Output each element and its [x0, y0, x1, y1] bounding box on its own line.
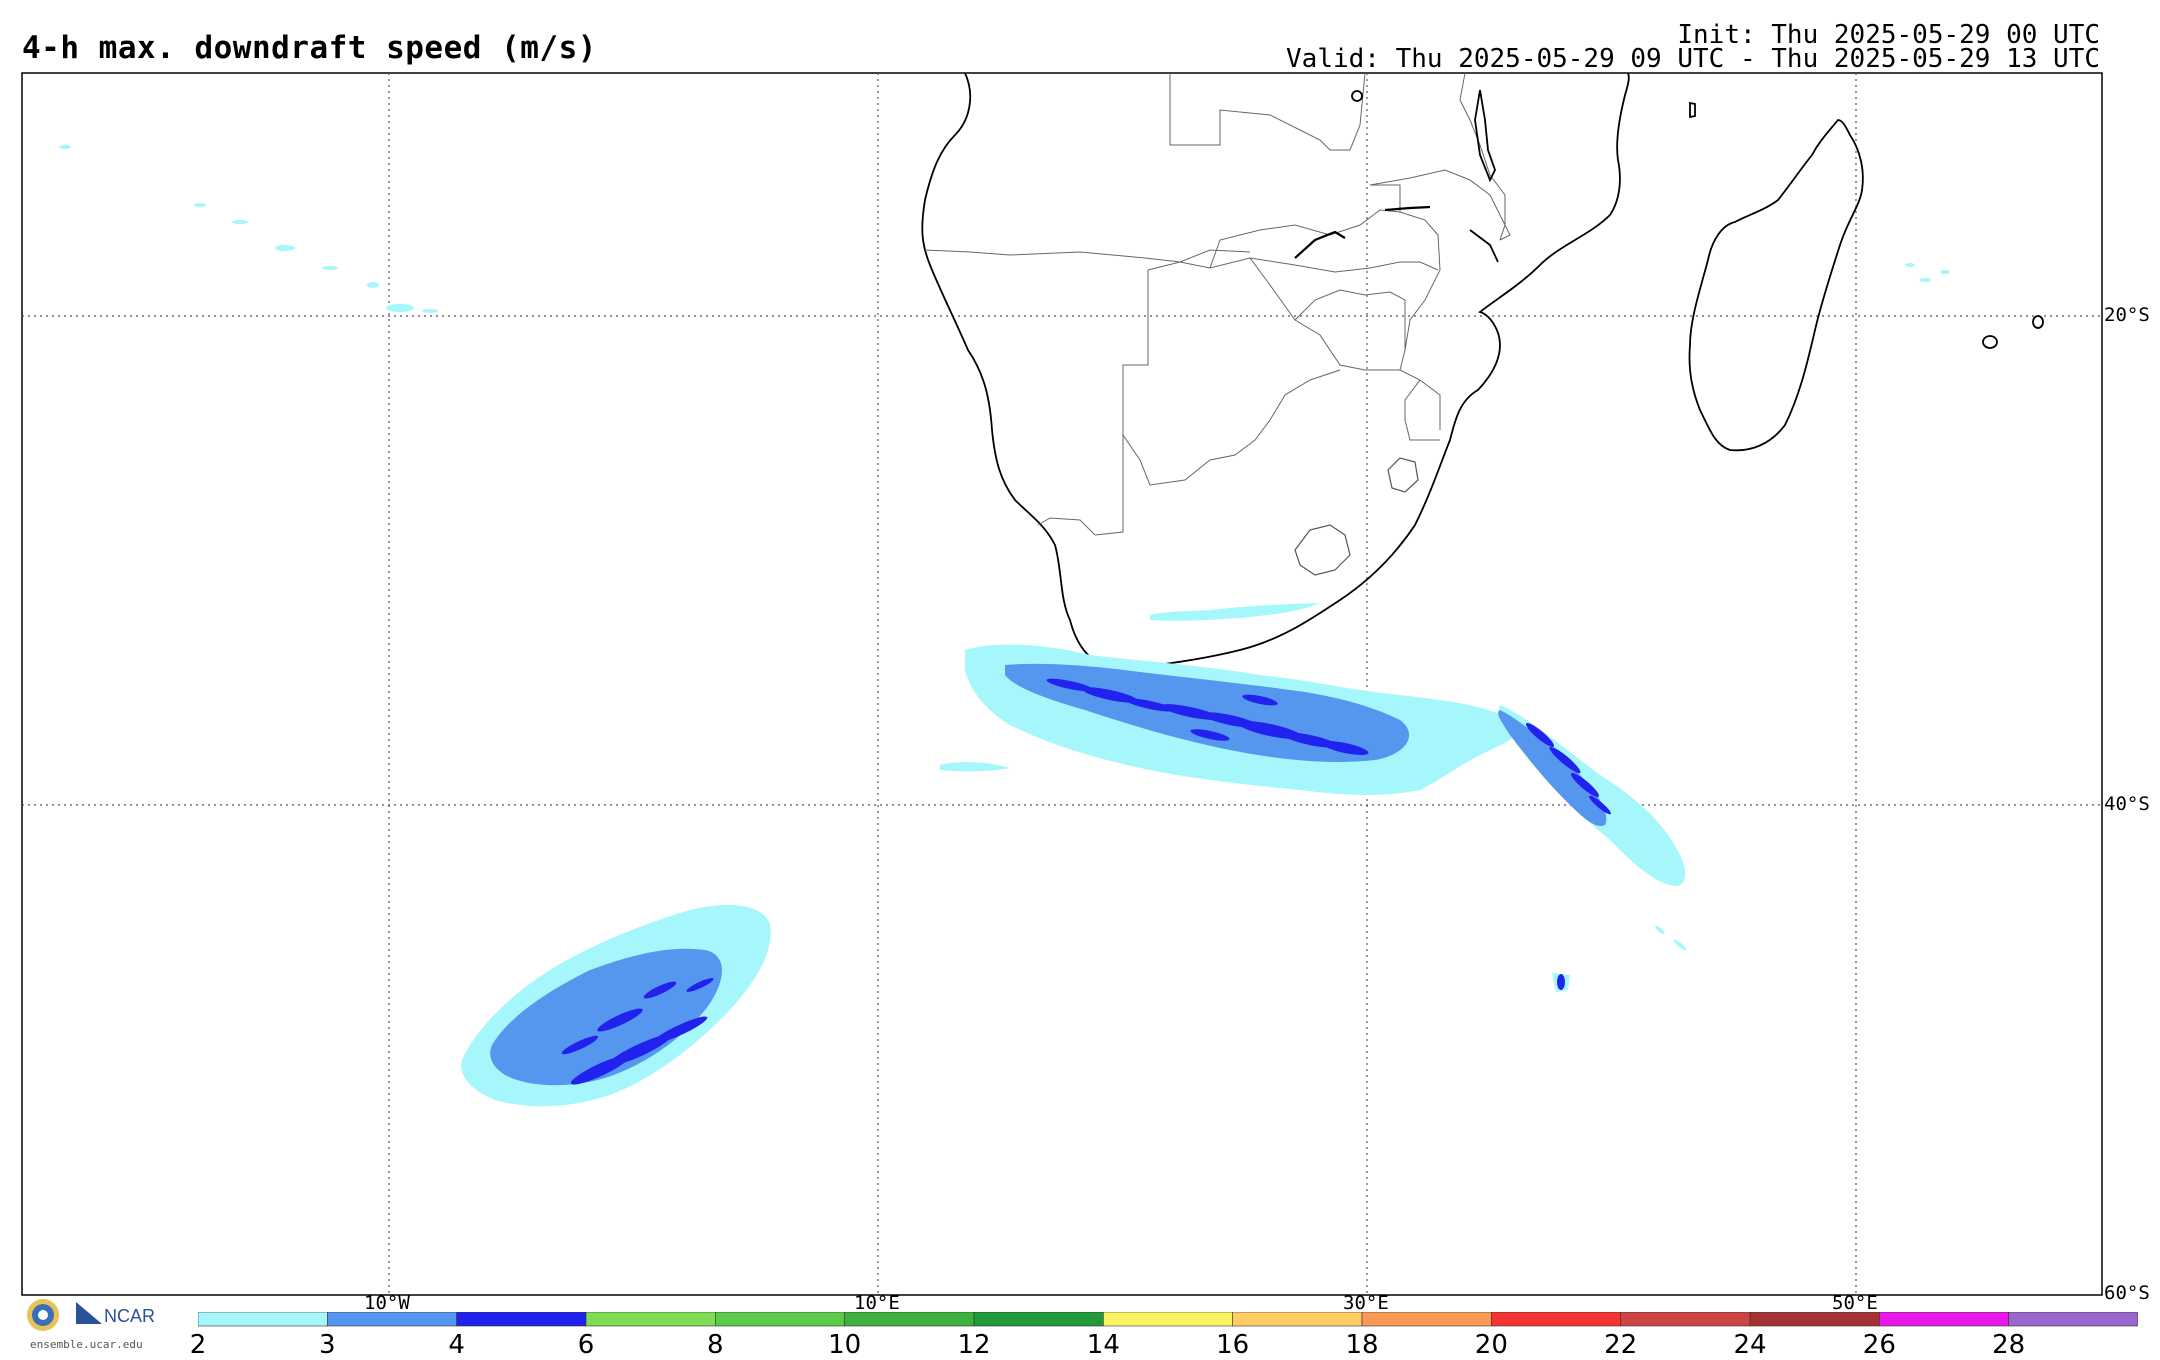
colorbar-tick-label: 3 [319, 1330, 336, 1360]
colorbar-tick-label: 12 [957, 1330, 991, 1360]
shading-weak-east [1905, 263, 1950, 282]
colorbar-swatch [1232, 1312, 1363, 1327]
lat-label-20s: 20°S [2104, 304, 2150, 326]
moz-river [1469, 229, 1499, 263]
shading-scattered-north [1150, 603, 1320, 621]
shading-east-isolated-core [1557, 974, 1565, 990]
colorbar-swatch [1749, 1312, 1880, 1327]
colorbar-tick-label: 28 [1992, 1330, 2026, 1360]
valid-time: Valid: Thu 2025-05-29 09 UTC - Thu 2025-… [1286, 44, 2100, 74]
eswatini-border [1387, 457, 1419, 493]
shading-weak-nw [59, 145, 438, 313]
shading-sw-mid [490, 948, 722, 1086]
colorbar [198, 1312, 2138, 1327]
colorbar-tick-label: 18 [1345, 1330, 1379, 1360]
country-borders [924, 72, 1511, 536]
nsf-logo [27, 1299, 59, 1331]
colorbar-swatch [2008, 1312, 2138, 1327]
colorbar-swatch [844, 1312, 975, 1327]
init-time: Init: Thu 2025-05-29 00 UTC [1677, 20, 2100, 50]
colorbar-tick-label: 2 [189, 1330, 207, 1360]
lon-label-10e: 10°E [854, 1292, 900, 1314]
colorbar-tick-label: 10 [828, 1330, 862, 1360]
lon-label-30e: 30°E [1343, 1292, 1389, 1314]
ncar-logo-icon [76, 1302, 102, 1324]
colorbar-swatch [1361, 1312, 1492, 1327]
lesotho-border [1294, 524, 1351, 576]
colorbar-swatch [198, 1312, 328, 1327]
lake-kariba [1294, 230, 1346, 259]
africa-coastline [921, 72, 1630, 669]
lake-small [1351, 90, 1363, 102]
colorbar-tick-label: 16 [1216, 1330, 1250, 1360]
map-frame [21, 72, 2103, 1296]
colorbar-swatch [1620, 1312, 1751, 1327]
lon-label-50e: 50°E [1832, 1292, 1878, 1314]
lat-label-60s: 60°S [2104, 1282, 2150, 1304]
colorbar-tick-label: 14 [1086, 1330, 1120, 1360]
shading-sw-strong [561, 978, 714, 1085]
mauritius-island [2032, 315, 2044, 329]
colorbar-tick-label: 22 [1604, 1330, 1638, 1360]
ncar-logo-text: NCAR [104, 1306, 156, 1326]
lake-malawi [1474, 89, 1496, 183]
reunion-island [1982, 335, 1998, 349]
madagascar-coastline [1688, 119, 1864, 452]
logo-block: NCAR ensemble.ucar.edu [22, 1294, 162, 1354]
graticule [22, 73, 2102, 1295]
lat-label-40s: 40°S [2104, 793, 2150, 815]
colorbar-swatch [327, 1312, 457, 1327]
lon-label-10w: 10°W [364, 1292, 410, 1314]
colorbar-tick-label: 24 [1733, 1330, 1767, 1360]
comoros-island [1689, 101, 1696, 119]
colorbar-tick-label: 4 [448, 1330, 465, 1360]
map-title: 4-h max. downdraft speed (m/s) [22, 30, 597, 66]
shading-outer-left-tail [940, 762, 1010, 772]
colorbar-swatch [456, 1312, 587, 1327]
colorbar-tick-label: 26 [1862, 1330, 1896, 1360]
colorbar-swatch [715, 1312, 845, 1327]
colorbar-tick-label: 20 [1474, 1330, 1508, 1360]
colorbar-swatch [973, 1312, 1104, 1327]
shading-east-mid [1498, 710, 1607, 826]
colorbar-swatch [585, 1312, 716, 1327]
ensemble-url: ensemble.ucar.edu [30, 1338, 143, 1351]
lake-cahora [1384, 205, 1431, 212]
shading-east-trail [1655, 925, 1687, 951]
shading-band-strong [1046, 678, 1611, 990]
colorbar-swatch [1879, 1312, 2009, 1327]
colorbar-swatch [1103, 1312, 1233, 1327]
colorbar-swatch [1491, 1312, 1621, 1327]
colorbar-tick-label: 6 [577, 1330, 595, 1360]
colorbar-tick-label: 8 [707, 1330, 724, 1360]
